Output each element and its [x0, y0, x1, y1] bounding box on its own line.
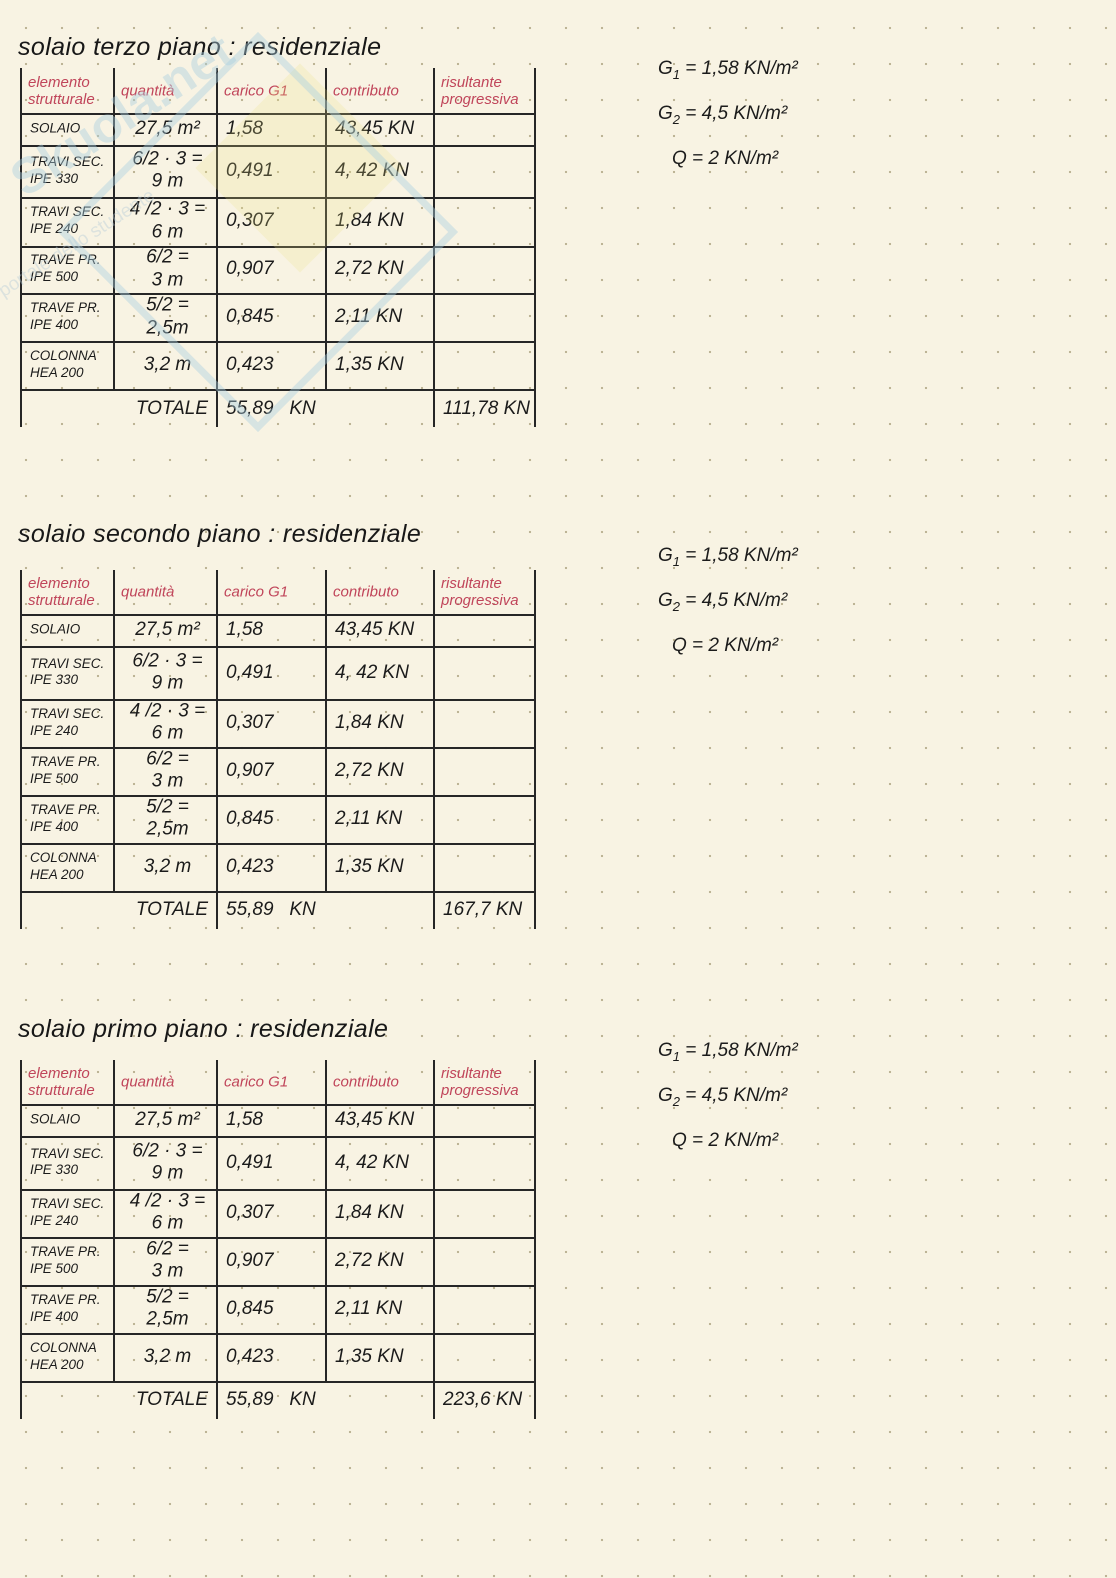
svg-text:il portale dello studente: il portale dello studente [0, 185, 159, 309]
